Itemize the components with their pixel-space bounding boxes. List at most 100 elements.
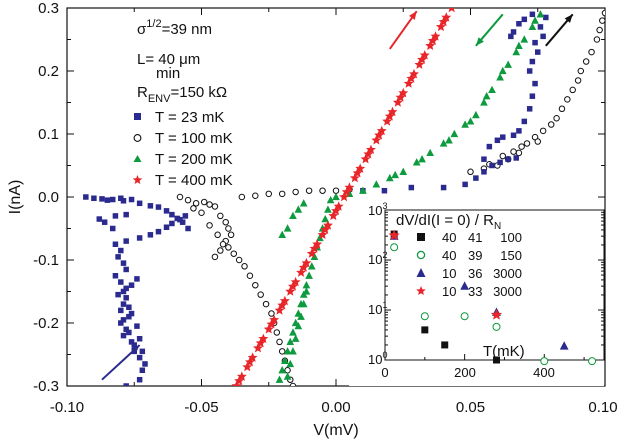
data-point — [176, 193, 184, 201]
data-point — [498, 66, 507, 75]
data-point — [461, 120, 469, 128]
data-point — [418, 155, 426, 163]
data-point — [306, 248, 317, 258]
data-point — [99, 196, 105, 202]
data-point — [136, 336, 143, 342]
data-point — [392, 97, 403, 107]
y-tick-labels: -0.3 -0.2 -0.1 0.0 0.1 0.2 0.3 — [33, 0, 59, 395]
inset-y-tick: 100 — [368, 350, 387, 367]
data-point — [253, 343, 263, 353]
data-point — [120, 260, 127, 266]
data-point — [126, 304, 132, 310]
data-point — [273, 329, 281, 336]
data-point — [359, 186, 367, 194]
data-point — [349, 172, 360, 183]
data-point — [302, 281, 311, 289]
data-point — [142, 361, 148, 367]
data-point — [553, 115, 560, 122]
data-point — [331, 205, 341, 216]
inset-x-tick: 200 — [454, 365, 476, 380]
data-point — [382, 116, 393, 126]
data-point — [268, 310, 275, 317]
inset-legend-c1: 40 — [442, 248, 456, 263]
data-point — [489, 162, 495, 169]
data-point — [217, 247, 224, 254]
data-point — [219, 241, 227, 248]
data-point — [521, 118, 528, 125]
inset-legend-row: 40 39 150 — [416, 248, 522, 263]
y-tick-label: 0.0 — [38, 189, 59, 206]
data-point — [516, 128, 522, 134]
data-point — [494, 137, 501, 144]
data-point — [101, 219, 108, 225]
data-point — [136, 235, 143, 241]
data-point — [532, 80, 538, 87]
data-point — [289, 328, 297, 336]
inset-legend-c1: 10 — [442, 284, 456, 299]
x-tick-label: 0.00 — [321, 399, 350, 416]
data-point — [417, 54, 427, 64]
data-point — [211, 203, 219, 210]
data-point — [294, 321, 303, 330]
data-point — [596, 26, 603, 34]
inset-data-point — [490, 309, 503, 320]
data-point — [481, 156, 487, 162]
data-point — [332, 192, 340, 201]
data-point — [309, 243, 320, 253]
data-point — [120, 198, 127, 204]
data-point — [516, 21, 522, 27]
data-point — [305, 187, 313, 194]
data-point — [118, 279, 124, 285]
data-point — [399, 167, 408, 175]
data-point — [222, 218, 229, 226]
data-point — [436, 21, 446, 32]
y-tick-label: -0.3 — [33, 378, 59, 395]
data-point — [120, 288, 127, 295]
data-point — [599, 17, 605, 24]
inset-data-point — [420, 312, 429, 321]
inset-legend-row: 10 36 3000 — [416, 266, 522, 281]
legend-marker-400mk — [132, 175, 143, 184]
star-marker — [132, 175, 143, 184]
renv-annotation: RENV=150 kΩ — [137, 84, 227, 105]
data-point — [385, 173, 394, 182]
data-point — [283, 224, 292, 232]
data-point — [126, 329, 132, 336]
data-point — [482, 92, 491, 100]
data-point — [316, 233, 324, 242]
data-point — [109, 225, 116, 232]
data-point — [403, 78, 414, 88]
data-point — [535, 49, 541, 55]
length-annotation: L= 40 μm — [137, 51, 200, 68]
data-point — [278, 190, 286, 198]
data-point — [445, 136, 453, 144]
inset-legend-c2: 41 — [468, 230, 482, 245]
data-point — [225, 225, 232, 232]
legend-label: T = 400 mK — [155, 172, 233, 189]
inset-y-tick: 102 — [368, 250, 387, 267]
data-point — [297, 312, 305, 320]
data-point — [486, 143, 493, 150]
data-point — [305, 271, 313, 279]
data-point — [497, 159, 503, 166]
data-point — [128, 196, 135, 203]
data-point — [481, 169, 487, 175]
sweep-arrow-head — [564, 14, 573, 23]
data-point — [427, 35, 438, 45]
data-point — [395, 92, 406, 102]
data-point — [472, 110, 480, 119]
data-point — [466, 117, 475, 125]
data-point — [286, 359, 295, 368]
data-point — [540, 33, 546, 40]
inset-legend-c3: 150 — [500, 248, 522, 263]
data-point — [281, 356, 289, 364]
inset-chart: 100 101 102 103 0 200 400 dV/dI(I = 0) /… — [349, 199, 605, 386]
data-point — [123, 211, 129, 218]
data-point — [539, 127, 547, 135]
data-point — [412, 158, 421, 166]
data-point — [278, 348, 286, 355]
data-point — [324, 205, 332, 213]
data-point — [319, 187, 326, 194]
data-point — [473, 175, 479, 181]
data-point — [123, 295, 129, 301]
